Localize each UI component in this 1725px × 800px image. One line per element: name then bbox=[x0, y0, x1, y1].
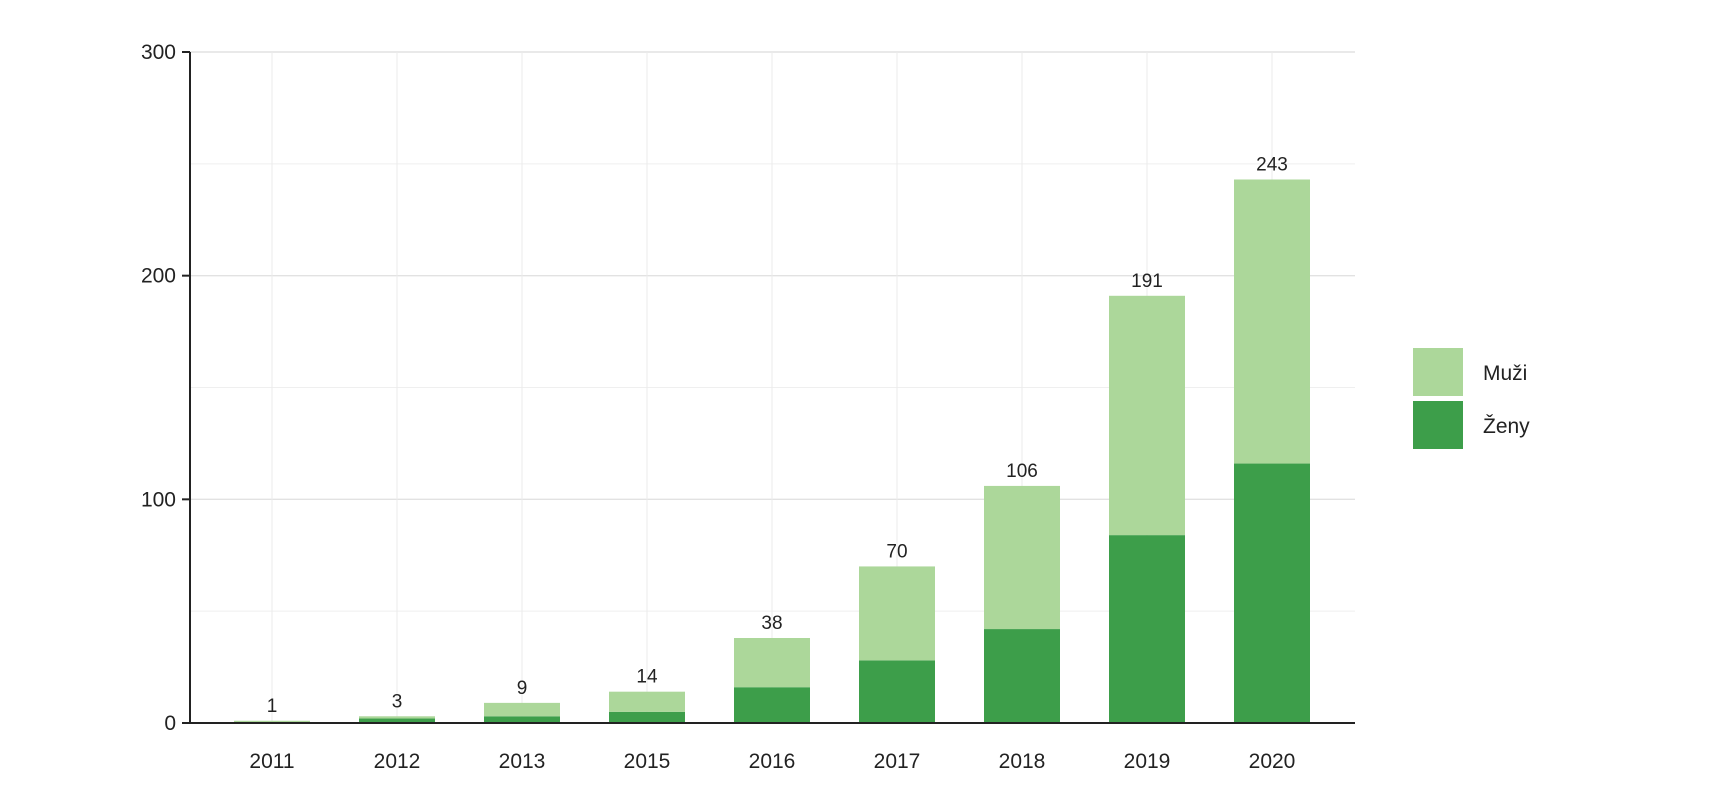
total-label-2018: 106 bbox=[1006, 461, 1038, 482]
x-tick-label-2016: 2016 bbox=[749, 750, 796, 773]
bar-segment-zeny-2015 bbox=[609, 711, 685, 723]
total-label-2011: 1 bbox=[267, 696, 278, 717]
bar-segment-zeny-2016 bbox=[734, 687, 810, 723]
x-tick-label-2020: 2020 bbox=[1249, 750, 1296, 773]
axes: 0 100 200 300 2011 2012 2013 2015 2016 2017 2018 20… bbox=[141, 41, 1355, 773]
y-tick-label: 200 bbox=[141, 265, 176, 288]
total-label-2017: 70 bbox=[886, 541, 907, 562]
total-label-2016: 38 bbox=[761, 613, 782, 634]
legend-label-muzi: Muži bbox=[1483, 362, 1527, 385]
legend-swatch-muzi bbox=[1413, 348, 1463, 396]
total-labels: 1 3 9 14 38 70 106 191 243 bbox=[267, 154, 1288, 716]
bar-segment-muzi-2016 bbox=[734, 638, 810, 688]
bar-segment-zeny-2012 bbox=[359, 718, 435, 723]
total-label-2019: 191 bbox=[1131, 271, 1163, 292]
bar-segment-zeny-2019 bbox=[1109, 535, 1185, 723]
bar-segment-muzi-2017 bbox=[859, 566, 935, 661]
y-tick-label: 100 bbox=[141, 488, 176, 511]
x-tick-label-2012: 2012 bbox=[374, 750, 421, 773]
x-tick-label-2018: 2018 bbox=[999, 750, 1046, 773]
total-label-2013: 9 bbox=[517, 678, 528, 699]
total-label-2012: 3 bbox=[392, 691, 403, 712]
bar-segment-zeny-2017 bbox=[859, 660, 935, 723]
x-tick-label-2019: 2019 bbox=[1124, 750, 1171, 773]
legend-swatch-zeny bbox=[1413, 401, 1463, 449]
legend: Muži Ženy bbox=[1413, 348, 1530, 449]
bar-segment-zeny-2018 bbox=[984, 629, 1060, 723]
y-tick-label: 300 bbox=[141, 41, 176, 64]
x-tick-label-2015: 2015 bbox=[624, 750, 671, 773]
x-tick-label-2013: 2013 bbox=[499, 750, 546, 773]
bar-segment-muzi-2018 bbox=[984, 485, 1060, 630]
bar-segment-muzi-2019 bbox=[1109, 295, 1185, 536]
y-tick-label: 0 bbox=[164, 712, 176, 735]
bar-segment-muzi-2013 bbox=[484, 702, 560, 717]
bar-segment-muzi-2015 bbox=[609, 691, 685, 712]
bar-segment-muzi-2020 bbox=[1234, 179, 1310, 464]
x-tick-label-2011: 2011 bbox=[249, 750, 294, 773]
bar-segment-zeny-2020 bbox=[1234, 463, 1310, 723]
bar-segment-muzi-2011 bbox=[234, 720, 310, 723]
total-label-2015: 14 bbox=[636, 667, 658, 688]
legend-label-zeny: Ženy bbox=[1483, 415, 1530, 438]
x-tick-label-2017: 2017 bbox=[874, 750, 921, 773]
bar-segment-zeny-2013 bbox=[484, 716, 560, 723]
total-label-2020: 243 bbox=[1256, 154, 1288, 175]
bar-segment-muzi-2012 bbox=[359, 716, 435, 719]
bars bbox=[234, 179, 1310, 723]
